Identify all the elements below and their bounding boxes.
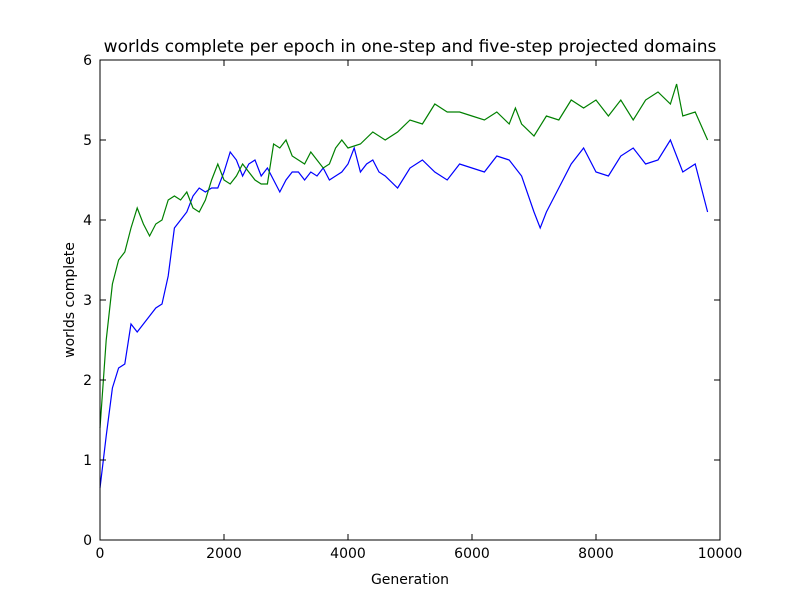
x-tick-label: 6000: [454, 546, 490, 562]
y-tick-label: 1: [83, 453, 92, 469]
y-tick-label: 6: [83, 53, 92, 69]
y-tick-label: 4: [83, 213, 92, 229]
y-tick-label: 3: [83, 293, 92, 309]
x-tick-label: 0: [96, 546, 105, 562]
series-line: [99, 83, 709, 429]
chart-title: worlds complete per epoch in one-step an…: [104, 37, 717, 57]
x-tick-label: 2000: [206, 546, 242, 562]
y-axis-label: worlds complete: [62, 242, 78, 358]
plot-area: [99, 83, 709, 489]
y-tick-label: 0: [83, 533, 92, 549]
x-tick-label: 4000: [330, 546, 366, 562]
x-axis-label: Generation: [371, 572, 449, 588]
x-tick-label: 8000: [578, 546, 614, 562]
series-line: [99, 138, 709, 489]
x-tick-label: 10000: [698, 546, 743, 562]
y-tick-label: 2: [83, 373, 92, 389]
y-tick-label: 5: [83, 133, 92, 149]
